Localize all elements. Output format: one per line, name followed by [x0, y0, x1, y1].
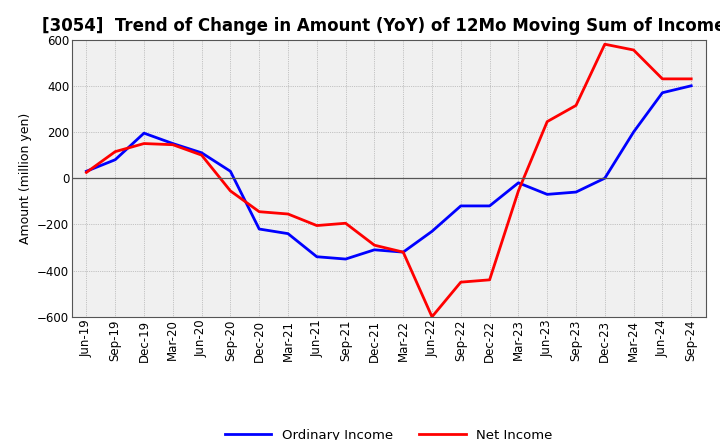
Net Income — [658, 76, 667, 81]
Ordinary Income — [197, 150, 206, 155]
Ordinary Income — [255, 226, 264, 231]
Ordinary Income — [456, 203, 465, 209]
Net Income — [399, 249, 408, 255]
Ordinary Income — [543, 192, 552, 197]
Ordinary Income — [658, 90, 667, 95]
Net Income — [197, 152, 206, 158]
Net Income — [312, 223, 321, 228]
Ordinary Income — [111, 157, 120, 162]
Ordinary Income — [629, 129, 638, 135]
Title: [3054]  Trend of Change in Amount (YoY) of 12Mo Moving Sum of Incomes: [3054] Trend of Change in Amount (YoY) o… — [42, 17, 720, 35]
Ordinary Income — [341, 257, 350, 262]
Net Income — [456, 279, 465, 285]
Net Income — [543, 119, 552, 124]
Line: Ordinary Income: Ordinary Income — [86, 86, 691, 259]
Line: Net Income: Net Income — [86, 44, 691, 317]
Net Income — [514, 188, 523, 194]
Net Income — [140, 141, 148, 146]
Net Income — [82, 170, 91, 175]
Ordinary Income — [572, 189, 580, 194]
Net Income — [168, 142, 177, 147]
Ordinary Income — [168, 141, 177, 146]
Net Income — [687, 76, 696, 81]
Ordinary Income — [226, 169, 235, 174]
Ordinary Income — [370, 247, 379, 253]
Net Income — [629, 48, 638, 53]
Ordinary Income — [399, 249, 408, 255]
Ordinary Income — [312, 254, 321, 259]
Net Income — [226, 188, 235, 194]
Ordinary Income — [600, 176, 609, 181]
Net Income — [370, 242, 379, 248]
Net Income — [428, 314, 436, 319]
Ordinary Income — [140, 131, 148, 136]
Ordinary Income — [284, 231, 292, 236]
Net Income — [111, 149, 120, 154]
Net Income — [255, 209, 264, 214]
Net Income — [572, 103, 580, 108]
Net Income — [600, 41, 609, 47]
Net Income — [341, 220, 350, 226]
Legend: Ordinary Income, Net Income: Ordinary Income, Net Income — [225, 429, 552, 440]
Ordinary Income — [485, 203, 494, 209]
Net Income — [485, 277, 494, 282]
Ordinary Income — [514, 180, 523, 185]
Y-axis label: Amount (million yen): Amount (million yen) — [19, 113, 32, 244]
Ordinary Income — [687, 83, 696, 88]
Net Income — [284, 211, 292, 216]
Ordinary Income — [82, 169, 91, 174]
Ordinary Income — [428, 229, 436, 234]
